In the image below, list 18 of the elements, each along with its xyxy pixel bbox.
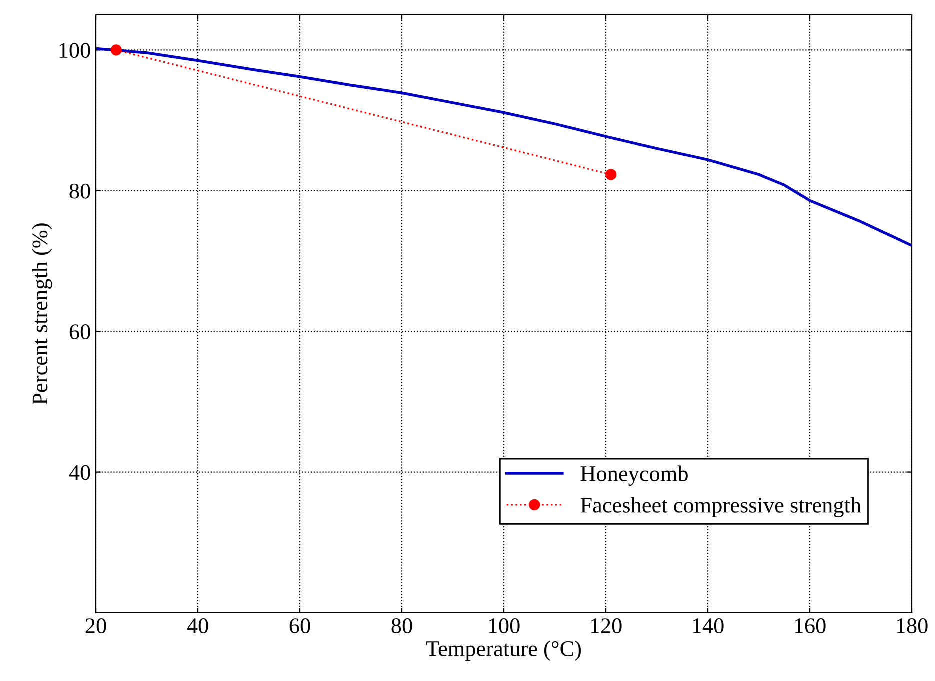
x-tick-label: 20 (86, 618, 106, 634)
x-tick-label: 60 (290, 618, 310, 634)
y-tick-label: 100 (60, 43, 90, 58)
x-tick-label: 100 (489, 618, 520, 634)
x-tick-label: 120 (591, 618, 622, 634)
x-tick-label: 140 (693, 618, 724, 634)
x-tick-label: 80 (392, 618, 412, 634)
x-tick-label: 40 (187, 618, 208, 634)
y-tick-label: 80 (70, 184, 90, 199)
x-tick-label: 180 (897, 618, 928, 634)
line-series (96, 47, 912, 248)
x-axis-title: Temperature (°C) (426, 640, 582, 661)
y-tick-label: 60 (70, 324, 90, 340)
legend-label: Honeycomb (580, 466, 688, 486)
x-tick-label: 160 (795, 618, 826, 634)
y-axis-title: Percent strength (%) (32, 224, 52, 405)
legend-label: Facesheet compressive strength (580, 497, 862, 518)
y-tick-label: 40 (69, 465, 90, 480)
